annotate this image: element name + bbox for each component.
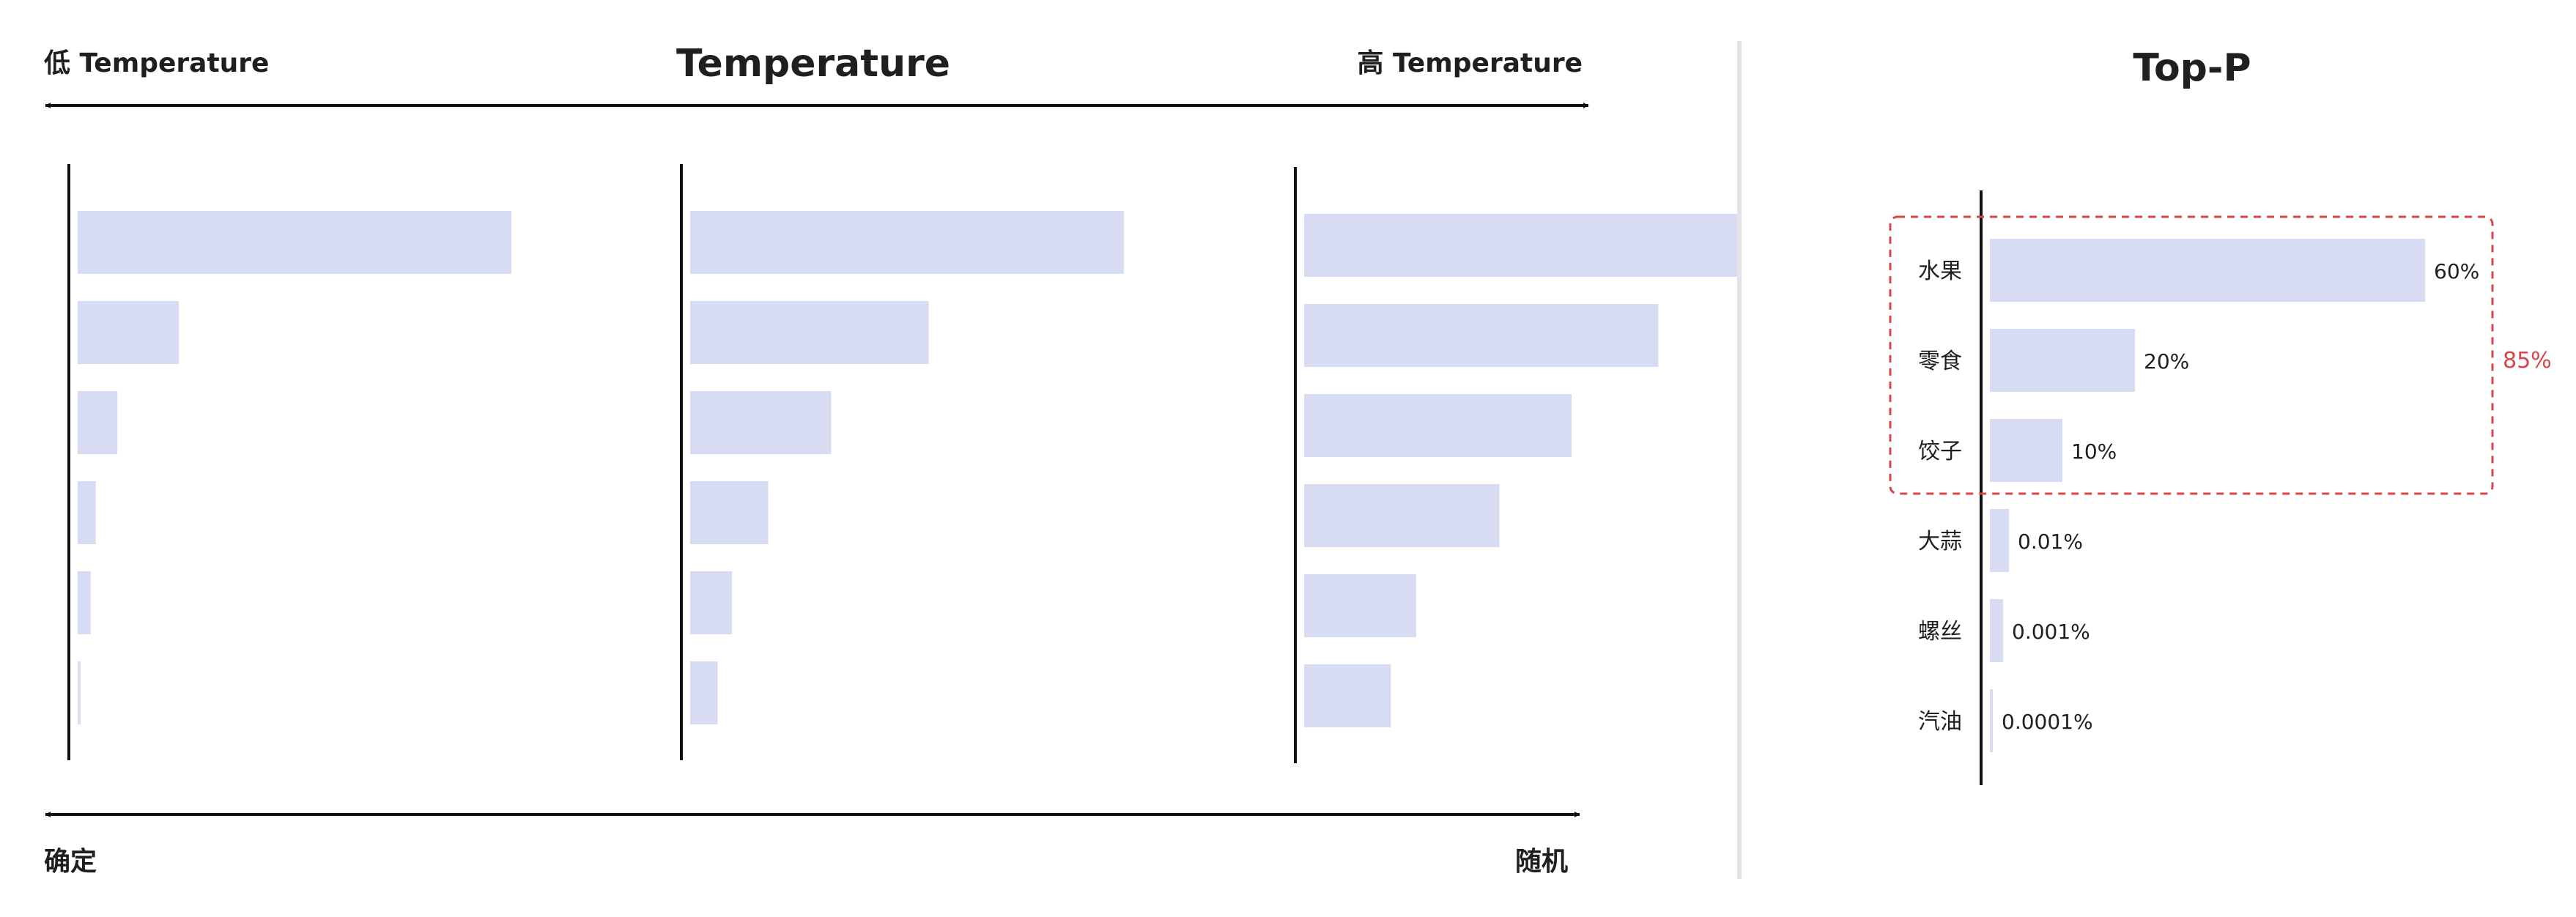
temperature-bar	[1304, 484, 1500, 547]
top-p-bar	[1990, 599, 2003, 662]
deterministic-label: 确定	[44, 847, 97, 877]
temperature-bar	[1304, 394, 1572, 457]
top-p-bar	[1990, 509, 2009, 572]
temperature-bar	[78, 301, 179, 364]
category-label: 零食	[1918, 349, 1962, 374]
value-label: 10%	[2071, 439, 2117, 464]
high-temperature-label: 高 Temperature	[1358, 48, 1583, 78]
category-label: 汽油	[1918, 709, 1962, 735]
temperature-bar	[690, 301, 929, 364]
top-p-bar	[1990, 239, 2425, 302]
temperature-bar	[690, 391, 832, 454]
value-label: 0.0001%	[2002, 710, 2093, 734]
category-label: 饺子	[1918, 439, 1962, 464]
temperature-distribution-3	[1294, 167, 1738, 763]
temperature-bar	[1304, 304, 1659, 367]
temperature-distribution-1	[67, 164, 511, 760]
top-p-bar	[1990, 689, 1993, 752]
value-label: 0.01%	[2018, 530, 2083, 554]
top-p-cutoff-label: 85%	[2503, 348, 2552, 374]
temperature-bar	[690, 571, 733, 634]
low-temperature-label: 低 Temperature	[44, 48, 269, 78]
temperature-bar	[78, 211, 511, 274]
temperature-title: Temperature	[676, 42, 950, 86]
temperature-bar	[690, 211, 1124, 274]
value-label: 60%	[2434, 259, 2479, 283]
top-p-bar	[1990, 329, 2135, 392]
temperature-bar	[690, 481, 769, 544]
temperature-bar	[1304, 214, 1738, 277]
random-label: 随机	[1515, 847, 1568, 877]
value-label: 0.001%	[2012, 620, 2090, 644]
category-label: 螺丝	[1918, 619, 1962, 645]
top-p-chart: 水果 60% 零食 20% 饺子 10% 大蒜 0.01% 螺丝 0.001% 汽油 0.0001% 8…	[1889, 190, 2552, 785]
temperature-bar	[78, 571, 91, 634]
category-label: 大蒜	[1918, 529, 1962, 554]
temperature-distributions	[67, 164, 1738, 763]
temperature-distribution-2	[680, 164, 1124, 760]
temperature-bar	[690, 661, 718, 724]
top-p-cutoff-box	[1889, 215, 2494, 495]
temperature-bar	[78, 661, 81, 724]
temperature-bar	[78, 481, 96, 544]
top-p-bar	[1990, 419, 2062, 482]
top-p-title: Top-P	[2133, 46, 2251, 90]
temperature-bar	[78, 391, 118, 454]
value-label: 20%	[2144, 349, 2189, 374]
category-label: 水果	[1918, 259, 1962, 284]
temperature-bar	[1304, 574, 1416, 637]
temperature-bar	[1304, 664, 1391, 727]
